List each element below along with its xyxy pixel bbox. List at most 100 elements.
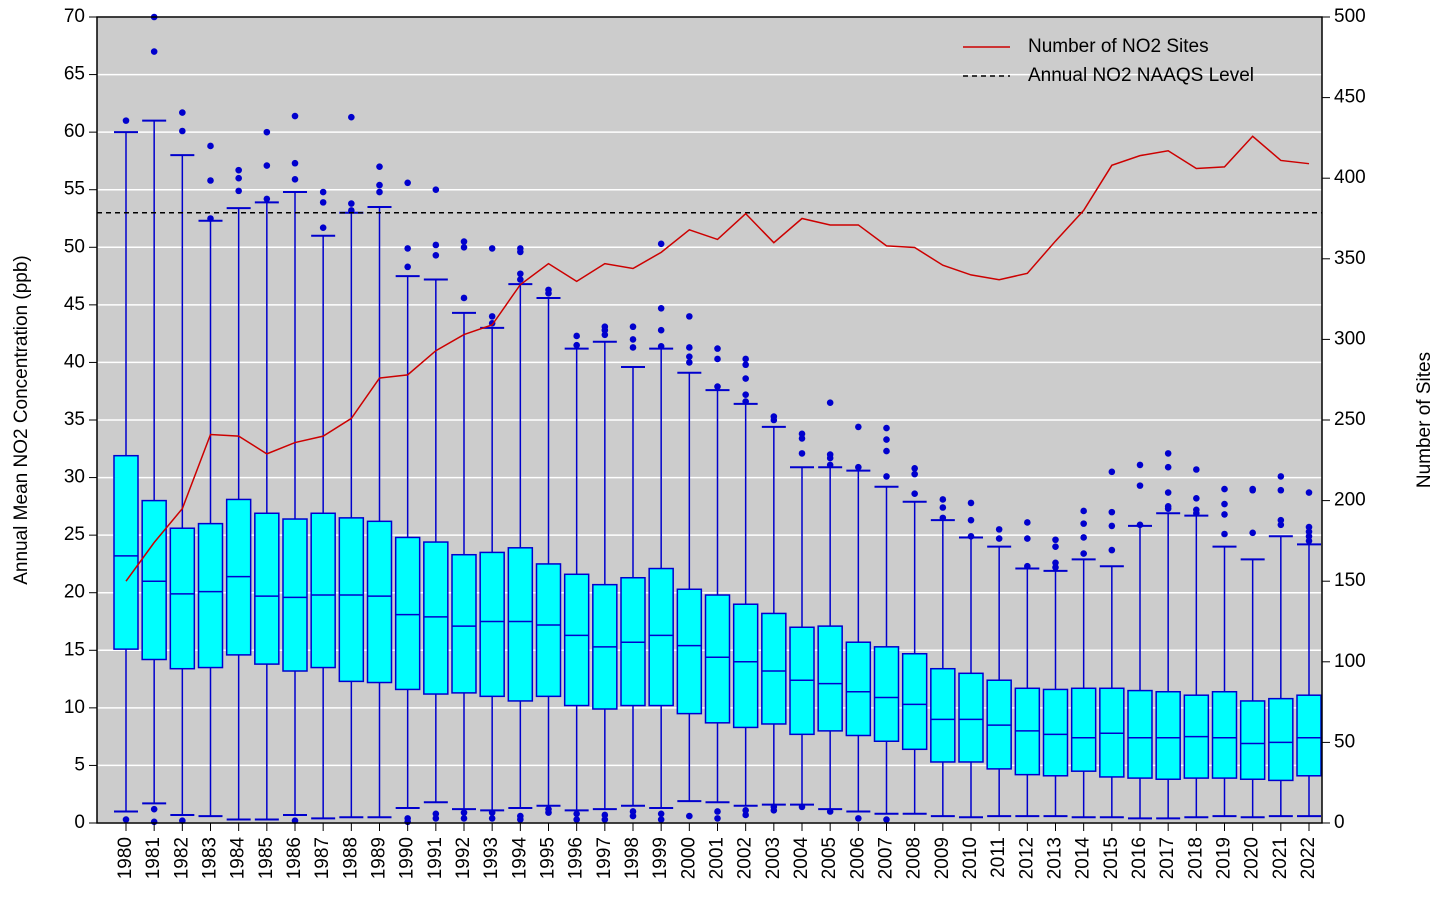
box [845, 641, 872, 737]
y-tick-label: 20 [64, 582, 85, 603]
x-tick-label: 2022 [1298, 837, 1319, 879]
outlier [460, 294, 468, 302]
plot-frame [96, 16, 1323, 824]
y-tick-label: 5 [74, 754, 85, 775]
outlier [995, 526, 1003, 533]
box [1042, 688, 1069, 777]
box [197, 522, 224, 669]
outlier [1193, 466, 1200, 473]
outlier [488, 809, 496, 816]
y-tick-label: 45 [64, 294, 85, 315]
outlier [150, 805, 158, 813]
outlier [1221, 500, 1228, 508]
outlier [770, 416, 778, 424]
outlier [1052, 564, 1059, 571]
outlier [432, 186, 440, 194]
x-tick-label: 2018 [1185, 837, 1206, 879]
x-tick-label: 2013 [1045, 837, 1066, 879]
legend-label: Annual NO2 NAAQS Level [1028, 65, 1254, 86]
outlier [517, 276, 524, 283]
box [930, 667, 956, 763]
outlier [826, 808, 834, 815]
outlier [657, 343, 665, 350]
outlier [657, 326, 665, 334]
box [1070, 687, 1097, 772]
box [282, 518, 308, 672]
x-tick-label: 1989 [369, 837, 390, 879]
outlier [1164, 505, 1172, 512]
x-tick-label: 1986 [284, 837, 305, 879]
box [704, 594, 731, 724]
outlier [629, 336, 637, 343]
outlier [742, 811, 749, 819]
x-tick-label: 2011 [988, 837, 1009, 878]
outlier [742, 398, 749, 405]
outlier [629, 323, 637, 331]
outlier [207, 142, 214, 150]
outlier [432, 810, 440, 818]
outlier [1305, 489, 1313, 496]
box [394, 536, 421, 691]
y2-tick-label: 300 [1334, 328, 1366, 349]
outlier [376, 163, 383, 170]
outlier [883, 424, 890, 432]
x-tick-label: 2007 [876, 837, 897, 879]
outlier [1136, 461, 1144, 469]
outlier [742, 807, 749, 814]
outlier [404, 245, 411, 252]
outlier [826, 461, 834, 469]
y-tick-label: 35 [64, 409, 85, 430]
y-tick-label: 30 [64, 467, 85, 488]
x-tick-label: 1988 [340, 837, 361, 879]
outlier [1277, 473, 1285, 480]
outlier [263, 128, 271, 136]
outlier [855, 463, 862, 471]
outlier [686, 353, 693, 360]
outlier [263, 162, 271, 169]
x-tick-label: 2010 [960, 837, 981, 879]
outlier [826, 399, 834, 407]
outlier [517, 270, 524, 278]
x-tick-label: 1994 [509, 837, 530, 880]
outlier [1277, 486, 1285, 494]
outlier [150, 48, 158, 55]
y2-tick-label: 100 [1334, 651, 1366, 672]
outlier [404, 179, 411, 187]
outlier [967, 499, 975, 507]
box [563, 573, 590, 707]
y2-tick-label: 0 [1334, 812, 1345, 833]
outlier [742, 375, 749, 382]
outlier [319, 199, 327, 206]
outlier [939, 504, 947, 511]
outlier [601, 331, 609, 339]
box [338, 517, 365, 683]
outlier [1164, 450, 1172, 457]
y-tick-label: 40 [64, 351, 85, 372]
outlier [939, 496, 947, 503]
outlier [1024, 535, 1031, 542]
outlier [545, 290, 552, 297]
outlier [1080, 507, 1087, 515]
y-tick-label: 10 [64, 697, 85, 718]
outlier [573, 816, 580, 823]
outlier [601, 326, 609, 334]
outlier [573, 332, 580, 340]
x-tick-label: 2012 [1016, 837, 1037, 879]
outlier [855, 423, 862, 431]
x-tick-label: 1993 [481, 837, 502, 879]
outlier [1164, 463, 1172, 471]
x-tick-label: 2000 [678, 837, 699, 879]
outlier [742, 355, 749, 363]
outlier [911, 465, 918, 472]
outlier [601, 816, 609, 823]
x-tick-label: 2016 [1129, 837, 1150, 879]
outlier [939, 514, 947, 522]
box [732, 603, 759, 729]
outlier [911, 490, 918, 497]
x-tick-label: 1996 [566, 837, 587, 879]
outlier [1080, 550, 1087, 557]
outlier [798, 435, 806, 442]
box [1211, 690, 1238, 779]
x-tick-label: 2001 [707, 837, 728, 879]
outlier [1221, 511, 1228, 518]
